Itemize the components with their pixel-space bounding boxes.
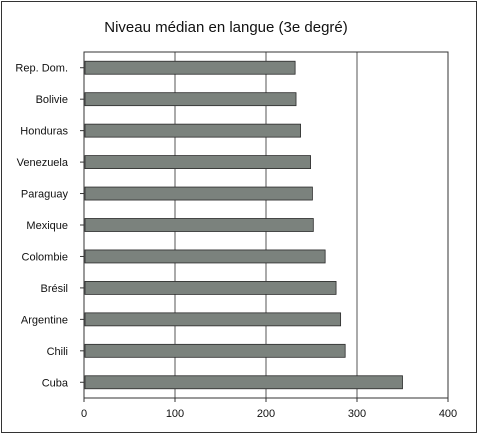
category-label-1: Bolivie	[36, 94, 68, 106]
bar-1	[84, 92, 297, 107]
category-label-8: Argentine	[21, 314, 68, 326]
x-tick-label-2: 200	[257, 408, 275, 420]
bar-4	[84, 186, 313, 201]
bar-2	[84, 123, 301, 138]
bars	[84, 60, 403, 390]
bar-5	[84, 218, 314, 232]
bar-0	[84, 60, 296, 75]
x-axis-ticks: 0 100 200 300 400	[81, 398, 457, 420]
category-label-0: Rep. Dom.	[15, 63, 68, 75]
category-label-6: Colombie	[22, 251, 68, 263]
category-label-7: Brésil	[40, 283, 68, 295]
category-labels: Rep. Dom. Bolivie Honduras Venezuela Paragua…	[15, 63, 84, 389]
category-label-9: Chili	[47, 346, 68, 358]
x-tick-label-1: 100	[166, 408, 184, 420]
bar-3	[84, 155, 311, 169]
bar-6	[84, 249, 326, 264]
bar-9	[84, 343, 346, 358]
x-tick-label-0: 0	[81, 408, 87, 420]
category-label-3: Venezuela	[17, 157, 69, 169]
category-label-2: Honduras	[20, 126, 68, 138]
category-label-5: Mexique	[26, 220, 68, 232]
x-tick-label-3: 300	[348, 408, 366, 420]
category-label-4: Paraguay	[21, 189, 69, 201]
chart-title: Niveau médian en langue (3e degré)	[104, 19, 348, 36]
bar-10	[84, 375, 403, 390]
plot-area	[83, 51, 449, 399]
bar-8	[84, 312, 342, 327]
bar-7	[84, 281, 337, 295]
category-label-10: Cuba	[42, 377, 69, 389]
x-tick-label-4: 400	[439, 408, 457, 420]
